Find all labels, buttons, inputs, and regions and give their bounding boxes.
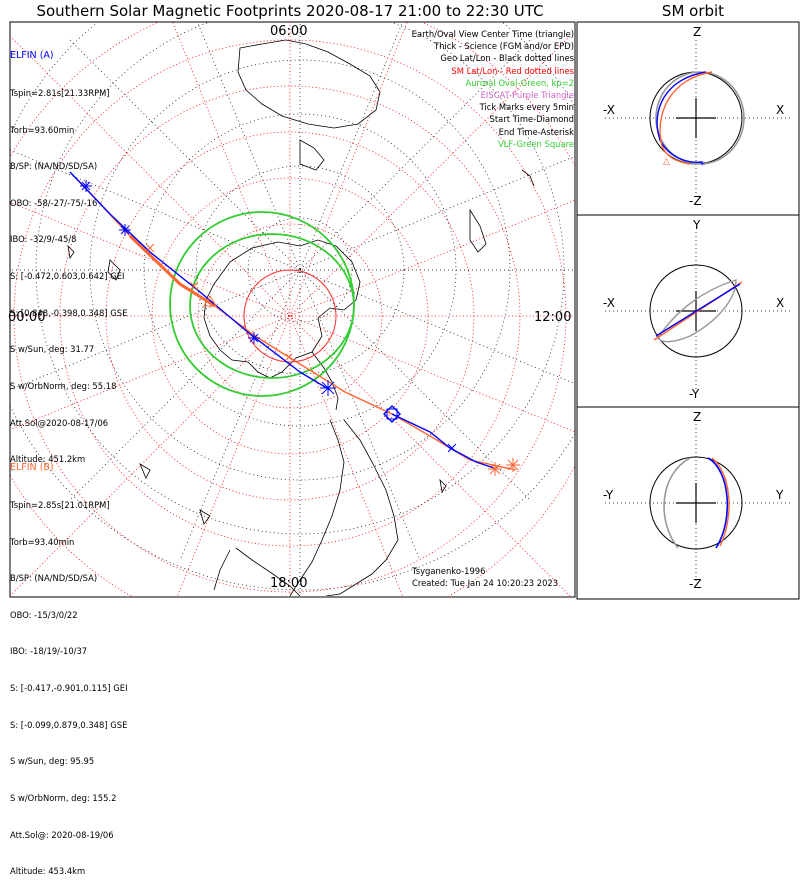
- elfin-a-header: ELFIN (A): [10, 50, 54, 62]
- orbit3-bottom-label: -Z: [689, 577, 702, 591]
- polar-map: [10, 22, 575, 596]
- orbit3-top-label: Z: [693, 410, 702, 424]
- elfin-a-line: S: [0.848,-0.398,0.348] GSE: [10, 307, 128, 318]
- elfin-b-line: S: [-0.099,0.879,0.348] GSE: [10, 719, 128, 730]
- elfin-a-line: Tspin=2.81s[21.33RPM]: [10, 88, 110, 99]
- elfin-a-line: Altitude: 451.2km: [10, 454, 86, 465]
- elfin-a-line: Torb=93.60min: [10, 124, 75, 135]
- legend-item: SM Lat/Lon - Red dotted lines: [451, 65, 574, 76]
- orbit1-bottom-label: -Z: [689, 194, 702, 208]
- orbit-panel-xz: * △: [605, 40, 790, 196]
- plot-title: Southern Solar Magnetic Footprints 2020-…: [36, 2, 544, 20]
- elfin-b-line: OBO: -15/3/0/22: [10, 609, 78, 620]
- orbit-panel-yz: [605, 424, 790, 584]
- created-timestamp: Created: Tue Jan 24 10:20:23 2023: [412, 578, 559, 588]
- view-center-triangle: [203, 295, 217, 307]
- coastlines: [67, 39, 535, 596]
- legend-item: EISCAT-Purple Triangle: [480, 90, 574, 101]
- elfin-b-ticks: [145, 243, 520, 476]
- legend-item: Auroral Oval-Green, kp=2: [465, 77, 574, 88]
- orbit1-top-label: Z: [693, 25, 702, 39]
- legend-item: Start Time-Diamond: [489, 114, 574, 125]
- elfin-a-line: Att.Sol@2020-08-17/06: [10, 417, 109, 428]
- clock-label-left: 00:00: [8, 310, 46, 325]
- legend-item: Thick - Science (FGM and/or EPD): [433, 41, 574, 52]
- orbit3-left-label: -Y: [603, 488, 614, 502]
- legend-item: Earth/Oval View Center Time (triangle): [411, 29, 574, 39]
- auroral-oval: [169, 211, 355, 397]
- orbit2-left-label: -X: [603, 296, 615, 310]
- map-frame: [9, 21, 576, 598]
- elfin-b-line: S w/OrbNorm, deg: 155.2: [10, 792, 117, 803]
- footprint-figure: * △: [9, 21, 800, 600]
- orbit3-right-label: Y: [776, 488, 784, 502]
- orbit-panel-title: SM orbit: [661, 2, 725, 20]
- elfin-b-line: IBO: -18/19/-10/37: [10, 646, 88, 657]
- elfin-a-line: S w/Sun, deg: 31.77: [10, 344, 95, 355]
- legend-item: VLF-Green Square: [497, 138, 574, 149]
- legend-item: Tick Marks every 5min: [479, 102, 574, 113]
- orbit2-bottom-label: -Y: [689, 387, 700, 401]
- orbit1-left-label: -X: [603, 103, 615, 117]
- elfin-a-track-tail: [391, 413, 495, 469]
- elfin-a-line: IBO: -32/9/-45/8: [10, 234, 77, 245]
- start-time-diamond: [383, 405, 401, 423]
- elfin-b-line: Torb=93.40min: [10, 536, 75, 547]
- elfin-b-line: S: [-0.417,-0.901,0.115] GEI: [10, 683, 128, 694]
- elfin-b-line: Altitude: 453.4km: [10, 866, 86, 877]
- elfin-a-ticks: [80, 180, 457, 453]
- elfin-b-line: Tspin=2.85s[21.01RPM]: [10, 500, 110, 511]
- elfin-a-line: S w/OrbNorm, deg: 55.18: [10, 380, 117, 391]
- elfin-a-track: [69, 171, 331, 391]
- elfin-a-info: ELFIN (A) Tspin=2.81s[21.33RPM] Torb=93.…: [10, 26, 127, 478]
- svg-text:△: △: [663, 157, 670, 167]
- clock-label-top: 06:00: [270, 24, 308, 39]
- elfin-b-line: B/SP: (NA/ND/SD/SA): [10, 573, 98, 584]
- orbit-panel-yz-frame: [576, 406, 800, 600]
- orbit-panel-xy: [605, 232, 790, 390]
- elfin-b-info: ELFIN (B) Tspin=2.85s[21.01RPM] Torb=93.…: [10, 438, 128, 890]
- geo-latlon-grid: [10, 22, 575, 596]
- sm-inner-circle: [243, 269, 337, 363]
- legend: Earth/Oval View Center Time (triangle) Th…: [412, 28, 574, 150]
- elfin-b-header: ELFIN (B): [10, 462, 54, 474]
- elfin-a-line: OBO: -58/-27/-75/-16: [10, 197, 98, 208]
- elfin-b-line: Att.Sol@: 2020-08-19/06: [10, 829, 114, 840]
- svg-text:*: *: [700, 160, 705, 171]
- elfin-a-line: S: [-0.472,0.603,0.642] GEI: [10, 271, 125, 282]
- elfin-b-line: S w/Sun, deg: 95.95: [10, 756, 95, 767]
- clock-label-right: 12:00: [534, 310, 572, 325]
- elfin-b-science-segment: [128, 234, 216, 308]
- legend-item: End Time-Asterisk: [498, 126, 574, 137]
- orbit1-right-label: X: [776, 103, 785, 117]
- model-credit: Tsyganenko-1996: [412, 566, 486, 576]
- legend-item: Geo Lat/Lon - Black dotted lines: [440, 53, 574, 64]
- elfin-b-track: [77, 179, 517, 471]
- elfin-a-line: B/SP: (NA/ND/SD/SA): [10, 161, 98, 172]
- orbit2-right-label: X: [776, 296, 785, 310]
- clock-label-bottom: 18:00: [270, 576, 308, 591]
- orbit2-top-label: Y: [693, 218, 701, 232]
